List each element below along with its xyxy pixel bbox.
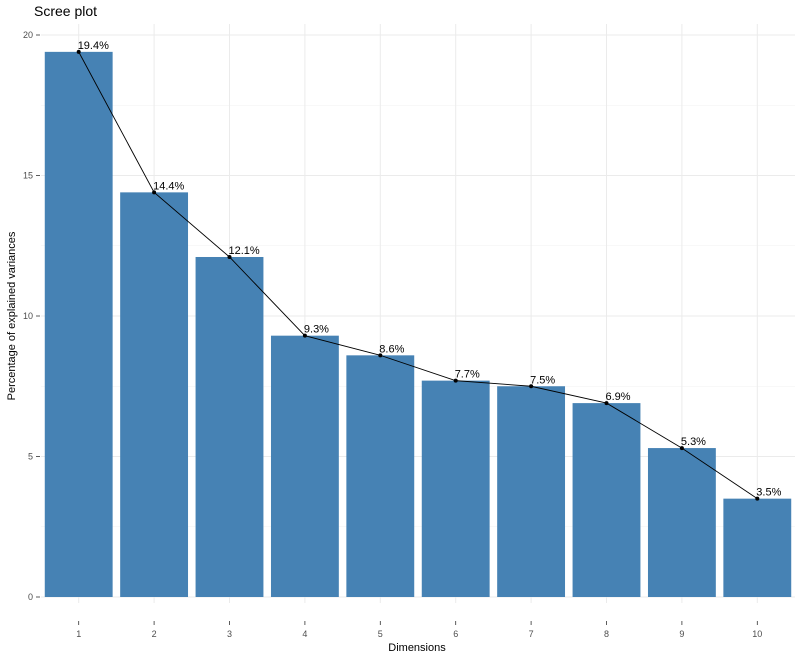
data-label-4: 9.3% (304, 324, 329, 336)
x-tick-label: 3 (227, 629, 232, 639)
data-label-5: 8.6% (379, 343, 404, 355)
data-label-7: 7.5% (530, 374, 555, 386)
x-tick-label: 9 (679, 629, 684, 639)
data-label-3: 12.1% (229, 245, 260, 257)
trend-point-7 (529, 384, 534, 389)
trend-line-group (76, 49, 760, 501)
trend-point-1 (76, 49, 81, 54)
y-tick-label: 15 (23, 171, 33, 181)
trend-line (78, 51, 758, 500)
data-label-6: 7.7% (455, 369, 480, 381)
trend-point-2 (152, 190, 157, 195)
trend-point-5 (378, 353, 383, 358)
bar-dim-1 (44, 51, 113, 598)
trend-point-8 (604, 401, 609, 406)
bars-group (44, 51, 792, 598)
bar-dim-9 (647, 448, 716, 597)
y-tick-label: 10 (23, 311, 33, 321)
x-tick-label: 2 (152, 629, 157, 639)
data-label-1: 19.4% (78, 40, 109, 52)
bar-dim-7 (497, 386, 566, 597)
x-tick-label: 1 (76, 629, 81, 639)
trend-point-6 (453, 378, 458, 383)
y-axis: 0 5 10 15 20 (23, 30, 40, 602)
trend-point-3 (227, 254, 232, 259)
bar-dim-3 (195, 256, 264, 597)
bar-dim-6 (421, 380, 490, 597)
x-tick-label: 4 (302, 629, 307, 639)
trend-point-10 (755, 496, 760, 501)
data-label-8: 6.9% (606, 391, 631, 403)
data-labels-group: 19.4% 14.4% 12.1% 9.3% 8.6% 7.7% 7.5% 6.9% 5.3% 3… (78, 40, 782, 499)
trend-point-4 (302, 333, 307, 338)
x-tick-label: 5 (378, 629, 383, 639)
y-tick-label: 5 (28, 452, 33, 462)
y-tick-label: 0 (28, 592, 33, 602)
bar-dim-2 (120, 192, 189, 598)
x-tick-label: 10 (752, 629, 762, 639)
data-label-10: 3.5% (756, 487, 781, 499)
y-axis-title: Percentage of explained variances (6, 231, 18, 400)
bar-dim-10 (723, 498, 792, 597)
data-label-9: 5.3% (681, 436, 706, 448)
bar-dim-8 (572, 403, 641, 597)
x-axis-title: Dimensions (388, 642, 446, 654)
bar-dim-4 (270, 335, 339, 597)
trend-point-9 (679, 446, 684, 451)
y-tick-label: 20 (23, 30, 33, 40)
data-label-2: 14.4% (153, 180, 184, 192)
chart-title: Scree plot (34, 3, 97, 19)
x-tick-label: 8 (604, 629, 609, 639)
x-axis: 1 2 3 4 5 6 7 8 9 10 (76, 621, 762, 639)
x-tick-label: 7 (529, 629, 534, 639)
x-tick-label: 6 (453, 629, 458, 639)
bar-dim-5 (346, 355, 415, 597)
